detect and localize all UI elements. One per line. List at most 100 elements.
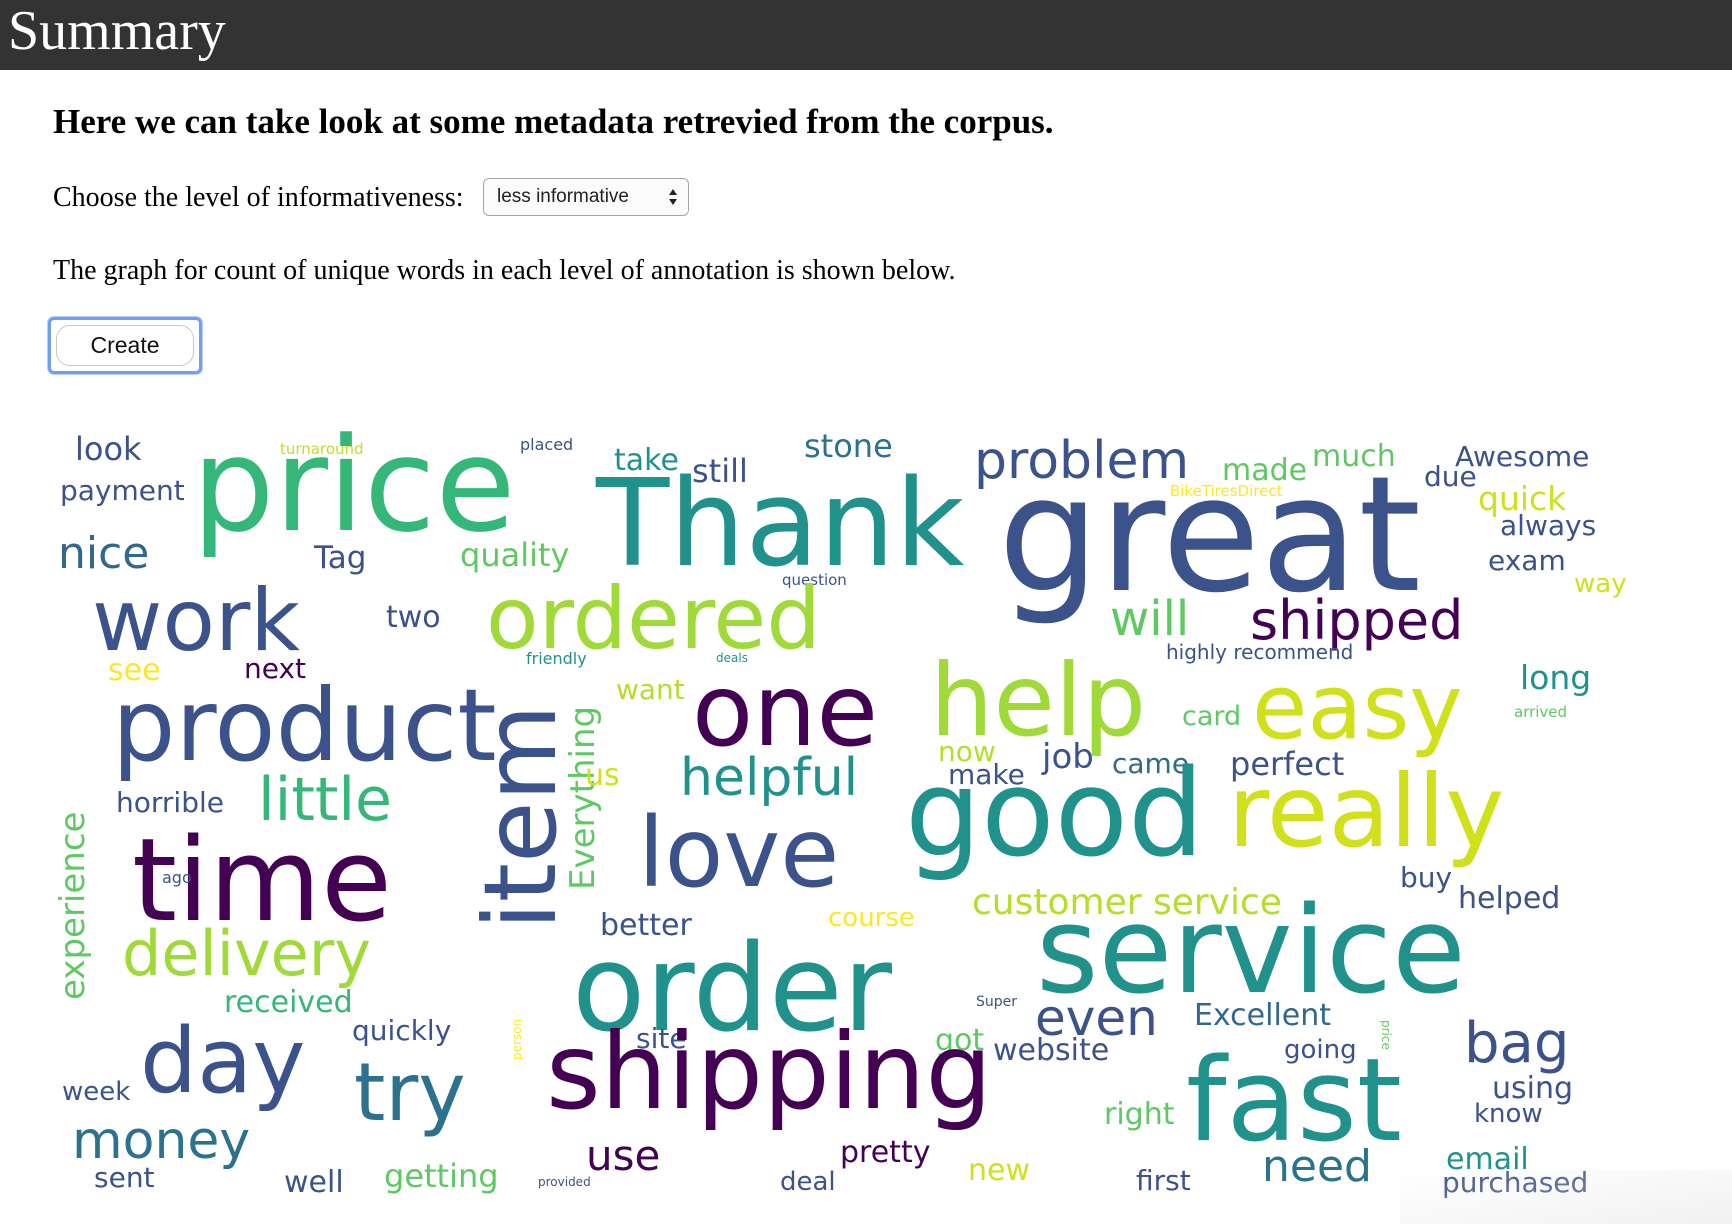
page-title: Summary: [8, 0, 226, 62]
word-cloud-word: work: [92, 571, 300, 671]
word-cloud-word: came: [1112, 747, 1189, 780]
word-cloud-word: Excellent: [1194, 998, 1331, 1033]
word-cloud-word: Everything: [563, 706, 603, 890]
word-cloud-word: little: [258, 765, 392, 835]
word-cloud-word: stone: [804, 427, 893, 465]
top-bar: Summary: [0, 0, 1732, 70]
word-cloud-word: sent: [94, 1161, 155, 1194]
bottom-shadow: [1400, 1170, 1732, 1224]
word-cloud-word: day: [140, 1009, 306, 1114]
word-cloud-word: ordered: [486, 569, 821, 669]
word-cloud-word: perfect: [1230, 745, 1344, 783]
word-cloud-word: exam: [1488, 544, 1566, 577]
word-cloud-word: quickly: [352, 1014, 451, 1047]
select-arrows-icon: [669, 189, 677, 205]
word-cloud-word: will: [1110, 591, 1189, 647]
word-cloud-word: us: [585, 758, 620, 793]
informativeness-select[interactable]: less informative: [483, 178, 689, 216]
word-cloud-word: shipping: [546, 1011, 992, 1133]
word-cloud-word: price: [192, 409, 516, 561]
word-cloud-word: delivery: [122, 917, 371, 990]
informativeness-selected-value: less informative: [497, 186, 629, 207]
word-cloud-word: easy: [1252, 655, 1463, 760]
word-cloud-word: customer service: [972, 882, 1282, 923]
word-cloud-word: help: [930, 642, 1146, 759]
word-cloud-word: two: [386, 600, 441, 635]
word-cloud-word: new: [968, 1153, 1030, 1188]
word-cloud-word: always: [1500, 509, 1596, 542]
word-cloud-word: received: [224, 985, 353, 1020]
word-cloud-word: helpful: [680, 748, 858, 808]
word-cloud-word: fast: [1186, 1034, 1402, 1168]
word-cloud-word: placed: [520, 435, 573, 454]
word-cloud-word: right: [1104, 1097, 1175, 1132]
word-cloud-word: Awesome: [1455, 440, 1589, 473]
word-cloud-word: price: [1379, 1020, 1393, 1050]
word-cloud-word: buy: [1400, 861, 1452, 894]
word-cloud-word: problem: [974, 431, 1189, 491]
word-cloud-word: long: [1520, 658, 1591, 697]
word-cloud-word: way: [1574, 569, 1627, 599]
create-button[interactable]: Create: [48, 317, 202, 374]
word-cloud-word: try: [354, 1046, 466, 1139]
word-cloud-word: see: [108, 653, 161, 688]
word-cloud-word: got: [935, 1023, 984, 1058]
word-cloud-word: pretty: [840, 1135, 930, 1170]
word-cloud-word: person: [510, 1019, 524, 1060]
word-cloud-word: payment: [60, 474, 185, 507]
word-cloud-word: item: [462, 704, 579, 930]
word-cloud-word: question: [782, 571, 847, 589]
word-cloud-word: Tag: [313, 540, 366, 576]
word-cloud-word: order: [572, 920, 893, 1059]
word-cloud-word: bag: [1464, 1011, 1569, 1076]
word-cloud-word: horrible: [116, 786, 224, 819]
word-cloud-word: turnaround: [280, 440, 364, 458]
word-cloud-word: getting: [384, 1157, 499, 1195]
word-cloud-word: deal: [780, 1167, 836, 1197]
word-cloud-word: better: [600, 908, 692, 943]
word-cloud-word: nice: [58, 528, 149, 579]
word-cloud-word: look: [75, 430, 142, 468]
word-cloud-word: love: [638, 797, 839, 909]
word-cloud-word: experience: [53, 812, 93, 1000]
word-cloud-word: site: [636, 1022, 687, 1055]
word-cloud-word: course: [828, 903, 915, 933]
word-cloud-word: due: [1424, 460, 1477, 493]
word-cloud-word: week: [62, 1077, 130, 1107]
word-cloud-word: BikeTiresDirect: [1170, 482, 1283, 500]
word-cloud-word: made: [1222, 453, 1307, 488]
word-cloud-word: much: [1312, 439, 1396, 474]
word-cloud-word: good: [905, 745, 1204, 884]
word-cloud-word: website: [993, 1033, 1109, 1068]
section-heading: Here we can take look at some metadata r…: [53, 102, 1054, 141]
word-cloud-word: want: [616, 673, 685, 706]
word-cloud-word: one: [692, 652, 878, 769]
word-cloud-word: provided: [538, 1175, 591, 1189]
word-cloud-word: make: [948, 758, 1025, 791]
word-cloud-word: quick: [1478, 479, 1567, 518]
word-cloud-word: well: [284, 1165, 344, 1200]
word-cloud-word: product: [112, 667, 497, 784]
word-cloud-word: job: [1041, 737, 1094, 777]
word-cloud-word: really: [1228, 753, 1504, 870]
word-cloud-word: need: [1262, 1141, 1372, 1192]
word-cloud-word: helped: [1458, 881, 1560, 916]
graph-description: The graph for count of unique words in e…: [53, 255, 956, 286]
word-cloud-word: Super: [976, 994, 1017, 1010]
word-cloud-word: first: [1136, 1164, 1191, 1197]
word-cloud-word: arrived: [1514, 703, 1567, 721]
word-cloud-word: highly recommend: [1166, 640, 1353, 664]
word-cloud-word: quality: [460, 536, 569, 574]
word-cloud-word: using: [1492, 1071, 1573, 1106]
word-cloud-word: next: [244, 652, 306, 685]
word-cloud-word: great: [998, 441, 1421, 628]
word-cloud-word: money: [72, 1111, 250, 1171]
word-cloud-word: card: [1182, 701, 1241, 732]
create-button-label: Create: [56, 325, 194, 366]
word-cloud-word: know: [1474, 1099, 1543, 1129]
word-cloud-word: take: [614, 443, 679, 478]
word-cloud-word: Thank: [595, 455, 965, 594]
word-cloud-word: time: [132, 814, 392, 948]
word-cloud-word: now: [938, 735, 996, 768]
word-cloud-word: use: [586, 1131, 660, 1180]
